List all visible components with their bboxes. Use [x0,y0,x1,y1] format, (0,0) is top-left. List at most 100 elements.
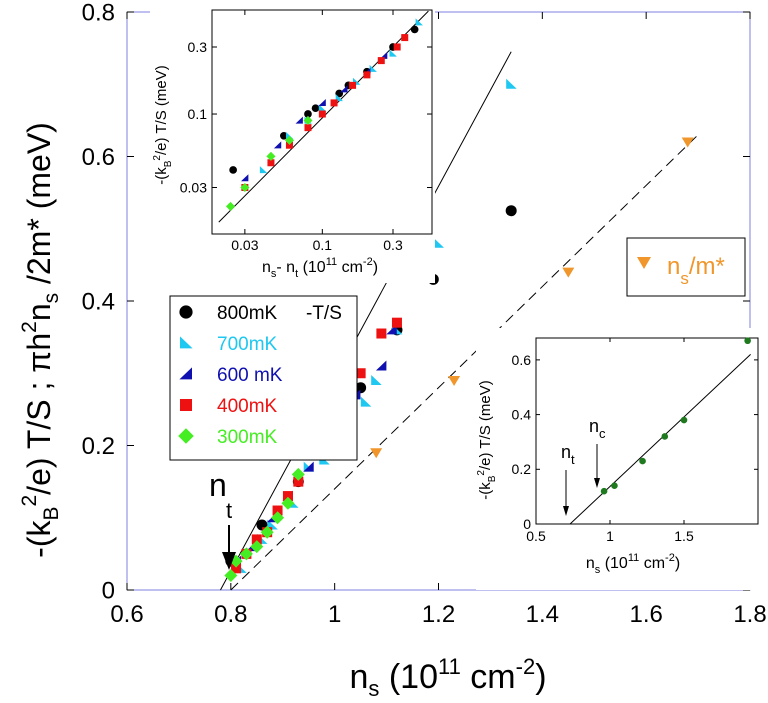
inset-linear-nt-annotation: nt [561,442,575,467]
data-point-triangle-down [562,267,575,278]
x-tick-label: 0.3 [383,237,403,253]
data-point-diamond [281,496,295,510]
main-axis-ticks: 0.6 0.8 1 1.2 1.4 1.6 1.8 0 0.2 0.4 0.6 0.8 [82,0,767,628]
y-tick-label: 0.3 [188,39,208,55]
data-point-square [377,57,385,65]
y-tick-label: 0.2 [512,461,532,477]
data-point-circle [311,104,320,113]
data-point-circle [680,416,688,424]
temperature-legend: 800mK 700mK 600 mK 400mK 300mK -T/S [169,295,358,461]
legend-label: 700mK [217,334,278,355]
y-tick-label: 0.6 [82,144,115,171]
main-nt-arrow [222,525,236,570]
data-point-circle [304,110,312,118]
data-point-diamond [250,540,264,554]
nsm-legend-box: ns/m* [626,237,746,297]
data-point-square [318,110,326,118]
data-point-diamond [266,151,276,161]
data-point-diamond [303,115,313,126]
x-tick-label: 1.2 [422,601,455,628]
legend-ts-note: -T/S [306,303,342,324]
data-point-diamond [260,525,274,539]
data-point-square [393,43,401,51]
data-point-circle [639,457,646,465]
inset-loglog-points [225,18,423,211]
inset-linear-nc-annotation: nc [589,416,606,441]
x-tick-label: 0.03 [231,237,258,253]
data-point-circle [661,433,669,440]
data-point-square [363,71,371,79]
data-point-circle [744,337,751,345]
x-tick-label: 0.1 [313,237,333,253]
data-point-square [282,491,293,502]
inset-loglog: 0.03 0.1 0.30.030.10.3 ns- nt (1011 cm-2) … [150,3,435,283]
data-point-square [376,328,387,339]
legend-label: 600 mK [217,365,283,386]
inset-linear-ticks: 0.5 1 1.5 0 0.2 0.4 0.6 [512,338,758,544]
data-point-diamond [291,467,305,481]
data-point-circle [611,482,618,490]
inset-linear-frame [535,337,759,525]
data-point-triangle-right [285,131,294,139]
data-point-triangle-right [433,237,444,248]
y-tick-label: 0 [523,516,531,532]
data-point-square [293,476,304,487]
data-point-triangle-left [295,116,303,124]
data-point-diamond [224,569,238,583]
inset-linear-nt-arrowhead [563,506,569,516]
y-tick-label: 0.4 [512,406,532,422]
x-tick-label: 0.5 [526,528,546,544]
data-point-triangle-left [375,360,387,371]
y-tick-label: 0.6 [512,352,532,368]
data-point-diamond [271,511,285,525]
x-tick-label: 1.8 [733,601,766,628]
data-point-diamond [239,547,253,561]
legend-label: 300mK [217,427,278,448]
inset-linear-y-label: -(kB2/e) T/S (meV) [476,380,498,499]
data-point-triangle-down [448,375,461,386]
legend-marker-triangle-left [179,367,192,380]
data-point-square [391,317,402,328]
data-point-square [285,141,293,149]
data-point-triangle-down [370,448,383,459]
x-tick-label: 0.6 [110,601,143,628]
x-tick-label: 0.8 [214,601,247,628]
main-plot: 0.6 0.8 1 1.2 1.4 1.6 1.8 0 0.2 0.4 0.6 0.8 ns (101… [18,0,767,701]
y-tick-label: 0.4 [82,288,115,315]
solid-fit-line [220,51,512,591]
data-point-square [267,159,275,167]
data-point-triangle-right [318,104,327,112]
solid-fit-line [569,354,751,525]
y-tick-label: 0.1 [188,106,208,122]
data-point-circle [229,166,237,174]
inset-loglog-y-label: -(kB2/e) T/S (meV) [152,65,174,184]
legend-label: 400mK [217,396,278,417]
data-point-triangle-right [506,78,517,89]
y-tick-label: 0.03 [180,179,207,195]
data-point-circle [355,382,367,394]
inset-linear-x-label: ns (1011 cm-2) [586,552,680,576]
legend-marker-square [180,399,192,411]
legend-marker-circle [179,305,193,319]
data-point-square [330,99,338,107]
data-point-square [349,81,357,89]
main-y-axis-label: -(kB2/e) T/S ; πh2ns /2m* (meV) [18,122,63,558]
data-point-circle [280,131,288,140]
data-point-triangle-right [389,49,397,57]
x-tick-label: 1 [606,528,614,544]
y-tick-label: 0.2 [82,433,115,460]
x-tick-label: 1 [328,601,341,628]
inset-linear: 0.5 1 1.5 0 0.2 0.4 0.6 ns (1011 cm-2) -(kB2/e… [476,328,762,590]
x-tick-label: 1.5 [674,528,694,544]
data-point-square [251,534,262,545]
data-point-diamond [240,182,250,193]
data-point-triangle-right [360,396,372,407]
inset-loglog-ticks: 0.03 0.1 0.3 0.03 0.1 0.3 [180,10,432,253]
data-point-triangle-right [415,18,423,26]
legend-marker-triangle-right [180,336,193,349]
inset-linear-points [600,337,751,495]
data-point-circle [600,487,608,495]
main-nt-annotation: nt [209,467,232,523]
data-point-diamond [225,201,236,211]
